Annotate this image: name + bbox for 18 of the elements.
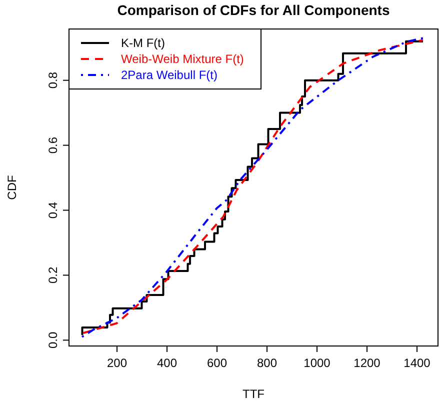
y-tick-label: 0.8: [46, 72, 60, 89]
x-tick-label: 1200: [354, 356, 381, 370]
legend-label: K-M F(t): [121, 36, 165, 50]
y-tick-label: 0.6: [46, 136, 60, 154]
y-tick-label: 0.0: [46, 331, 60, 348]
y-tick-label: 0.4: [46, 202, 60, 219]
legend-label: 2Para Weibull F(t): [121, 68, 218, 82]
x-tick-label: 1000: [304, 356, 331, 370]
x-tick-label: 200: [106, 356, 128, 370]
y-tick-label: 0.2: [46, 266, 60, 284]
legend-label: Weib-Weib Mixture F(t): [121, 52, 244, 66]
y-axis-title: CDF: [5, 175, 19, 200]
x-tick-label: 400: [156, 356, 178, 370]
x-tick-label: 600: [206, 356, 228, 370]
chart-title: Comparison of CDFs for All Components: [117, 2, 390, 18]
x-axis-title: TTF: [242, 387, 264, 401]
x-tick-label: 1400: [404, 356, 431, 370]
x-tick-label: 800: [256, 356, 278, 370]
